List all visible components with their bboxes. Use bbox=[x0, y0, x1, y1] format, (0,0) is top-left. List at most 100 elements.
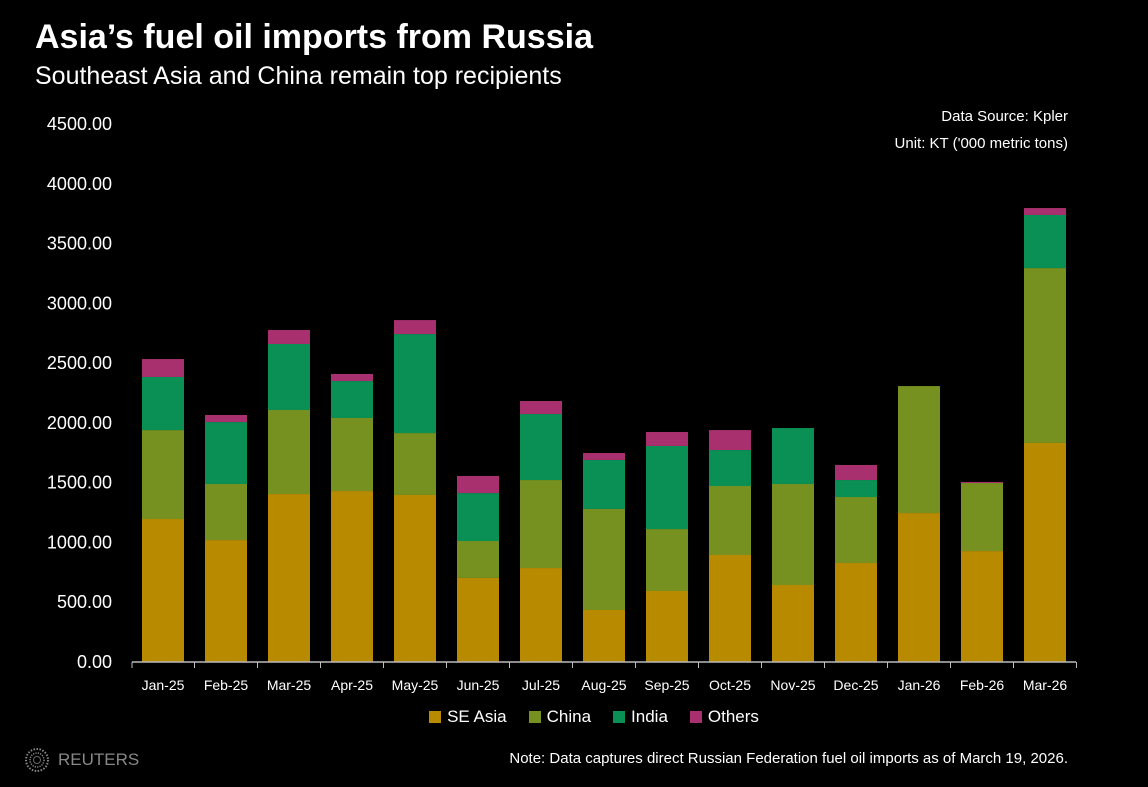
x-tick-label: Mar-26 bbox=[1023, 677, 1068, 693]
x-tick-label: Mar-25 bbox=[267, 677, 312, 693]
bar-segment-india bbox=[268, 343, 310, 410]
x-tick-label: Dec-25 bbox=[833, 677, 878, 693]
bar-segment-se-asia bbox=[898, 513, 940, 662]
x-tick-label: Jan-25 bbox=[142, 677, 185, 693]
bar-segment-china bbox=[457, 541, 499, 578]
bar-segment-china bbox=[772, 483, 814, 586]
legend-label: Others bbox=[707, 707, 759, 726]
legend-swatch bbox=[528, 711, 541, 723]
bar-segment-others bbox=[961, 481, 1003, 484]
bar-segment-se-asia bbox=[835, 563, 877, 662]
bar-segment-others bbox=[1024, 208, 1066, 215]
legend-label: China bbox=[546, 707, 592, 726]
legend-label: SE Asia bbox=[447, 707, 507, 726]
bar-segment-se-asia bbox=[394, 494, 436, 662]
reuters-logo: REUTERS bbox=[24, 747, 139, 773]
bar-segment-others bbox=[394, 320, 436, 335]
footnote: Note: Data captures direct Russian Feder… bbox=[509, 750, 1068, 767]
bar-segment-se-asia bbox=[268, 494, 310, 662]
bar-segment-china bbox=[331, 417, 373, 492]
bar-segment-india bbox=[835, 480, 877, 498]
logo-text: REUTERS bbox=[58, 750, 140, 769]
x-tick-label: Jul-25 bbox=[522, 677, 560, 693]
bar-segment-india bbox=[709, 450, 751, 487]
bar-segment-se-asia bbox=[331, 491, 373, 662]
bar-segment-india bbox=[520, 414, 562, 481]
bar-segment-others bbox=[205, 414, 247, 423]
bar-segment-india bbox=[394, 334, 436, 434]
x-tick-label: Jun-25 bbox=[457, 677, 500, 693]
y-tick-label: 1500.00 bbox=[47, 473, 112, 493]
bar-segment-se-asia bbox=[646, 590, 688, 662]
bar-segment-india bbox=[646, 445, 688, 530]
bar-segment-se-asia bbox=[709, 554, 751, 662]
bar-segment-china bbox=[583, 508, 625, 610]
y-tick-label: 3500.00 bbox=[47, 234, 112, 254]
y-tick-label: 0.00 bbox=[77, 652, 112, 672]
bar-segment-se-asia bbox=[520, 568, 562, 662]
legend-label: India bbox=[631, 707, 668, 726]
bar-segment-china bbox=[205, 483, 247, 541]
bar-segment-india bbox=[457, 493, 499, 542]
legend-swatch bbox=[689, 711, 702, 723]
y-tick-label: 4000.00 bbox=[47, 174, 112, 194]
y-tick-label: 500.00 bbox=[57, 592, 112, 612]
bar-segment-india bbox=[772, 428, 814, 484]
bar-segment-others bbox=[457, 475, 499, 494]
bar-segment-se-asia bbox=[457, 577, 499, 662]
bar-segment-others bbox=[520, 401, 562, 415]
y-tick-label: 3000.00 bbox=[47, 293, 112, 313]
x-tick-label: Apr-25 bbox=[331, 677, 373, 693]
bar-segment-india bbox=[142, 376, 184, 431]
data-source: Data Source: Kpler bbox=[941, 108, 1068, 125]
legend-swatch bbox=[429, 711, 442, 723]
unit-label: Unit: KT ('000 metric tons) bbox=[894, 135, 1068, 152]
bar-segment-china bbox=[835, 497, 877, 564]
y-tick-label: 2000.00 bbox=[47, 413, 112, 433]
bar-segment-china bbox=[520, 480, 562, 569]
x-tick-label: Aug-25 bbox=[581, 677, 626, 693]
chart-subtitle: Southeast Asia and China remain top reci… bbox=[35, 62, 562, 90]
bar-segment-india bbox=[583, 459, 625, 509]
y-tick-label: 2500.00 bbox=[47, 353, 112, 373]
legend-item: China bbox=[528, 707, 592, 727]
bar-segment-china bbox=[394, 433, 436, 495]
bar-segment-se-asia bbox=[205, 540, 247, 662]
legend-item: SE Asia bbox=[429, 707, 507, 727]
bar-segment-others bbox=[583, 453, 625, 460]
bar-segment-china bbox=[709, 486, 751, 555]
y-tick-label: 4500.00 bbox=[47, 114, 112, 134]
x-tick-label: Feb-26 bbox=[960, 677, 1005, 693]
bar-segment-others bbox=[331, 373, 373, 382]
x-tick-label: Feb-25 bbox=[204, 677, 249, 693]
bar-segment-se-asia bbox=[772, 585, 814, 662]
legend-item: Others bbox=[689, 707, 759, 727]
legend-item: India bbox=[613, 707, 668, 727]
bar-segment-others bbox=[268, 329, 310, 344]
x-tick-label: Nov-25 bbox=[770, 677, 815, 693]
x-tick-label: Sep-25 bbox=[644, 677, 689, 693]
bar-segment-india bbox=[331, 381, 373, 418]
bar-segment-china bbox=[142, 430, 184, 520]
bar-segment-others bbox=[709, 430, 751, 451]
x-tick-label: Jan-26 bbox=[898, 677, 941, 693]
reuters-logo-icon bbox=[25, 748, 49, 772]
bar-segment-se-asia bbox=[1024, 442, 1066, 662]
bar-segment-china bbox=[961, 483, 1003, 552]
bar-segment-india bbox=[1024, 214, 1066, 269]
source-block: Data Source: Kpler Unit: KT ('000 metric… bbox=[895, 103, 1068, 157]
y-tick-label: 1000.00 bbox=[47, 532, 112, 552]
bar-segment-india bbox=[205, 422, 247, 484]
x-tick-label: May-25 bbox=[392, 677, 439, 693]
bar-segment-se-asia bbox=[583, 609, 625, 662]
bar-segment-se-asia bbox=[142, 519, 184, 662]
bar-segment-china bbox=[898, 386, 940, 514]
chart-title: Asia’s fuel oil imports from Russia bbox=[35, 18, 593, 56]
bar-segment-china bbox=[268, 409, 310, 495]
bar-segment-china bbox=[1024, 268, 1066, 443]
bar-segment-china bbox=[646, 529, 688, 591]
legend: SE Asia China India Others bbox=[0, 707, 1148, 727]
bar-segment-se-asia bbox=[961, 551, 1003, 662]
bar-segment-others bbox=[835, 464, 877, 481]
